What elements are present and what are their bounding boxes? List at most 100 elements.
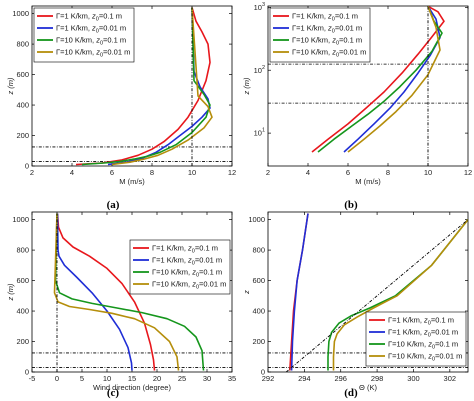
y-tick-label: 1000 [12,9,29,18]
series-line-3 [54,213,205,371]
x-tick-label: 0 [55,374,59,383]
y-axis-label: z [242,290,251,295]
y-tick-label: 800 [16,40,29,49]
panel-tag: (a) [107,199,120,211]
series-line-3 [317,6,443,153]
x-tick-label: -5 [29,374,36,383]
x-tick-label: 20 [153,374,161,383]
x-tick-label: 10 [103,374,111,383]
reference-line [285,219,468,372]
legend-box [365,311,467,367]
legend-entry: Γ=10 K/km, z0=0.01 m [56,48,130,59]
chart-panel-a: 2 4 6 8 10 12 0 200 400 600 800 1000 M (m/s) z (m) (a)… [6,5,236,211]
series-line-2 [107,7,211,166]
y-tick-label: 0 [25,162,29,171]
legend-box [129,239,231,295]
legend-entry: Γ=10 K/km, z0=0.01 m [292,48,366,59]
series-line-2 [290,213,309,371]
x-tick-label: 35 [228,374,236,383]
x-tick-label: 302 [444,374,457,383]
y-tick-label: 102 [254,65,265,75]
y-tick-label: 400 [16,307,29,316]
legend-entry: Γ=1 K/km, z0=0.1 m [152,244,218,255]
y-tick-label: 103 [254,2,265,12]
y-tick-label: 0 [25,368,29,377]
legend-entry: Γ=10 K/km, z0=0.1 m [388,340,458,351]
legend: Γ=1 K/km, z0=0.1 mΓ=1 K/km, z0=0.01 mΓ=1… [269,7,371,63]
series-group [32,7,232,166]
series-line-1 [311,6,445,153]
y-tick-label: 400 [16,101,29,110]
legend-entry: Γ=1 K/km, z0=0.1 m [56,12,122,23]
series-line-3 [81,7,211,166]
legend: Γ=1 K/km, z0=0.1 mΓ=1 K/km, z0=0.01 mΓ=1… [33,7,135,63]
series-group [32,213,232,372]
panel-tag: (b) [344,199,358,211]
legend-entry: Γ=1 K/km, z0=0.01 m [56,24,126,35]
x-tick-label: 2 [266,168,270,177]
y-tick-label: 800 [252,246,265,255]
x-tick-label: 300 [407,374,420,383]
x-tick-label: 8 [150,168,154,177]
x-axis-label: M (m/s) [355,177,381,186]
y-tick-label: 1000 [12,215,29,224]
series-line-4 [111,7,213,166]
legend-entry: Γ=1 K/km, z0=0.01 m [292,24,362,35]
y-tick-label: 200 [16,131,29,140]
legend-entry: Γ=10 K/km, z0=0.1 m [56,36,126,47]
x-tick-label: 4 [306,168,310,177]
x-tick-label: 296 [334,374,347,383]
x-tick-label: 30 [203,374,211,383]
y-tick-label: 1000 [248,215,265,224]
y-tick-label: 400 [252,307,265,316]
legend-entry: Γ=1 K/km, z0=0.1 m [292,12,358,23]
legend-entry: Γ=10 K/km, z0=0.1 m [152,268,222,279]
series-line-1 [56,213,156,371]
x-tick-label: 292 [262,374,275,383]
legend-entry: Γ=1 K/km, z0=0.01 m [152,256,222,267]
panel-tag: (d) [344,387,358,399]
x-tick-label: 12 [228,168,236,177]
y-tick-label: 101 [254,128,265,138]
x-tick-label: 5 [80,374,84,383]
x-tick-label: 10 [424,168,432,177]
y-tick-label: 600 [16,276,29,285]
legend-box [33,7,135,63]
x-tick-label: 10 [188,168,196,177]
legend: Γ=1 K/km, z0=0.1 mΓ=1 K/km, z0=0.01 mΓ=1… [129,239,231,295]
legend-entry: Γ=10 K/km, z0=0.01 m [152,280,226,291]
series-line-4 [332,219,468,371]
y-tick-label: 0 [261,368,265,377]
series-line-1 [75,7,211,166]
y-tick-label: 600 [16,70,29,79]
y-axis-label: z (m) [6,77,15,96]
legend-entry: Γ=10 K/km, z0=0.01 m [388,352,462,363]
legend-entry: Γ=10 K/km, z0=0.1 m [292,36,362,47]
legend-box [269,7,371,63]
y-tick-label: 200 [16,337,29,346]
x-tick-label: 298 [371,374,384,383]
legend-entry: Γ=1 K/km, z0=0.01 m [388,328,458,339]
x-tick-label: 25 [178,374,186,383]
x-axis-label: Θ (K) [359,383,377,392]
y-tick-label: 600 [252,276,265,285]
x-axis-label: M (m/s) [119,177,145,186]
x-tick-label: 12 [464,168,472,177]
series-line-4 [347,6,441,153]
legend-entry: Γ=1 K/km, z0=0.1 m [388,316,454,327]
x-tick-label: 4 [70,168,74,177]
series-line-2 [56,213,133,371]
legend: Γ=1 K/km, z0=0.1 mΓ=1 K/km, z0=0.01 mΓ=1… [365,311,467,367]
x-tick-label: 15 [128,374,136,383]
y-tick-label: 200 [252,337,265,346]
x-tick-label: 2 [30,168,34,177]
y-axis-label: z (m) [242,77,251,96]
chart-panel-d: 292 294 296 298 300 302 0 200 400 600 800 1000 Θ (K)… [242,211,469,399]
series-group [268,6,468,166]
x-tick-label: 8 [386,168,390,177]
x-tick-label: 6 [346,168,350,177]
y-tick-label: 800 [16,246,29,255]
panel-tag: (c) [107,387,120,399]
